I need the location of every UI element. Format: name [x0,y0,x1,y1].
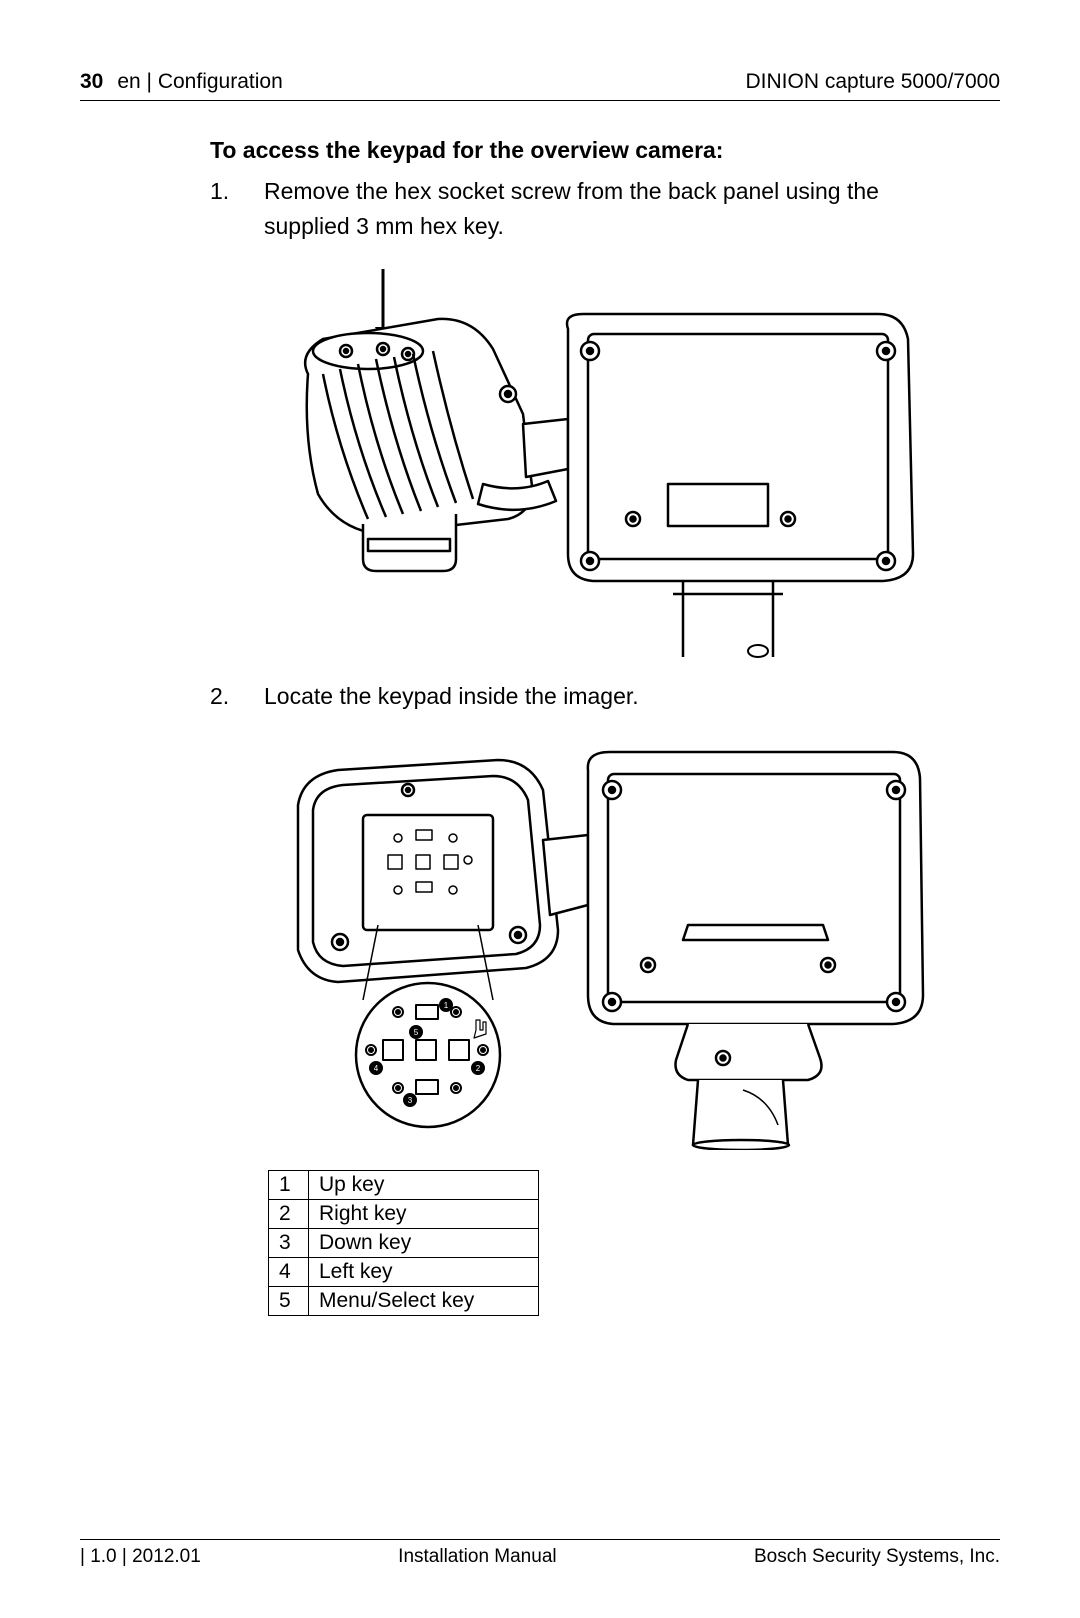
page-footer: | 1.0 | 2012.01 Installation Manual Bosc… [80,1539,1000,1568]
cell-label: Menu/Select key [309,1286,539,1315]
cell-num: 3 [269,1228,309,1257]
header-product: DINION capture 5000/7000 [746,70,1000,94]
key-legend-table: 1Up key 2Right key 3Down key 4Left key 5… [268,1170,539,1316]
cell-num: 1 [269,1170,309,1199]
cell-label: Down key [309,1228,539,1257]
figure-2-camera-keypad: 1 4 5 2 [268,730,970,1150]
svg-text:4: 4 [374,1064,379,1073]
table-row: 4Left key [269,1257,539,1286]
footer-doc-type: Installation Manual [398,1546,556,1568]
manual-page: 30 en | Configuration DINION capture 500… [0,0,1080,1618]
table-row: 1Up key [269,1170,539,1199]
step-text: Remove the hex socket screw from the bac… [264,174,970,243]
step-1: 1. Remove the hex socket screw from the … [210,174,970,243]
header-section: en | Configuration [117,70,282,94]
cell-label: Left key [309,1257,539,1286]
cell-num: 2 [269,1199,309,1228]
table-row: 5Menu/Select key [269,1286,539,1315]
svg-text:3: 3 [408,1096,413,1105]
header-left: 30 en | Configuration [80,70,283,94]
step-text: Locate the keypad inside the imager. [264,679,970,714]
step-number: 1. [210,174,236,243]
table-row: 3Down key [269,1228,539,1257]
page-number: 30 [80,70,103,94]
section-title: To access the keypad for the overview ca… [210,137,970,164]
cell-label: Right key [309,1199,539,1228]
step-number: 2. [210,679,236,714]
page-header: 30 en | Configuration DINION capture 500… [80,70,1000,101]
cell-num: 5 [269,1286,309,1315]
svg-text:2: 2 [476,1064,481,1073]
step-2: 2. Locate the keypad inside the imager. [210,679,970,714]
footer-version: | 1.0 | 2012.01 [80,1546,201,1568]
cell-num: 4 [269,1257,309,1286]
table-row: 2Right key [269,1199,539,1228]
footer-company: Bosch Security Systems, Inc. [754,1546,1000,1568]
cell-label: Up key [309,1170,539,1199]
figure-1-camera-back [268,259,970,659]
content-body: To access the keypad for the overview ca… [80,137,1000,1316]
svg-text:1: 1 [444,1001,449,1010]
svg-text:5: 5 [414,1028,419,1037]
